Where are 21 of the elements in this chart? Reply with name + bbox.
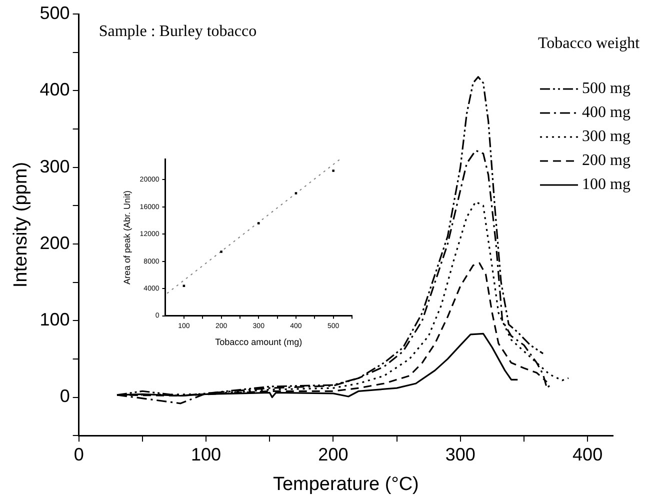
legend-label: 100 mg	[582, 176, 630, 194]
legend-label: 200 mg	[582, 152, 630, 170]
x-tick-label: 0	[74, 444, 84, 464]
y-axis-title: Intensity (ppm)	[10, 162, 32, 288]
x-tick-label: 100	[190, 444, 222, 464]
y-tick-label: 200	[40, 232, 70, 253]
x-tick-label: 300	[445, 444, 476, 464]
legend-title: Tobacco weight	[538, 35, 640, 52]
legend-label: 300 mg	[582, 128, 630, 146]
y-tick-label: 300	[40, 156, 70, 176]
y-tick-label: 500	[40, 2, 70, 23]
x-axis-title: Temperature (°C)	[272, 474, 419, 495]
x-tick-label: 200	[318, 444, 348, 464]
legend-label: 500 mg	[582, 80, 630, 98]
x-axis-title: Tobacco amount (mg)	[215, 337, 302, 348]
y-tick-label: 400	[40, 80, 70, 100]
x-tick-label: 400	[572, 444, 603, 464]
y-tick-label: 0	[60, 386, 70, 406]
y-axis-title: Area of peak (Abr. Unit)	[122, 190, 132, 285]
legend-label: 400 mg	[582, 104, 630, 122]
annotation: Sample : Burley tobacco	[98, 23, 257, 40]
